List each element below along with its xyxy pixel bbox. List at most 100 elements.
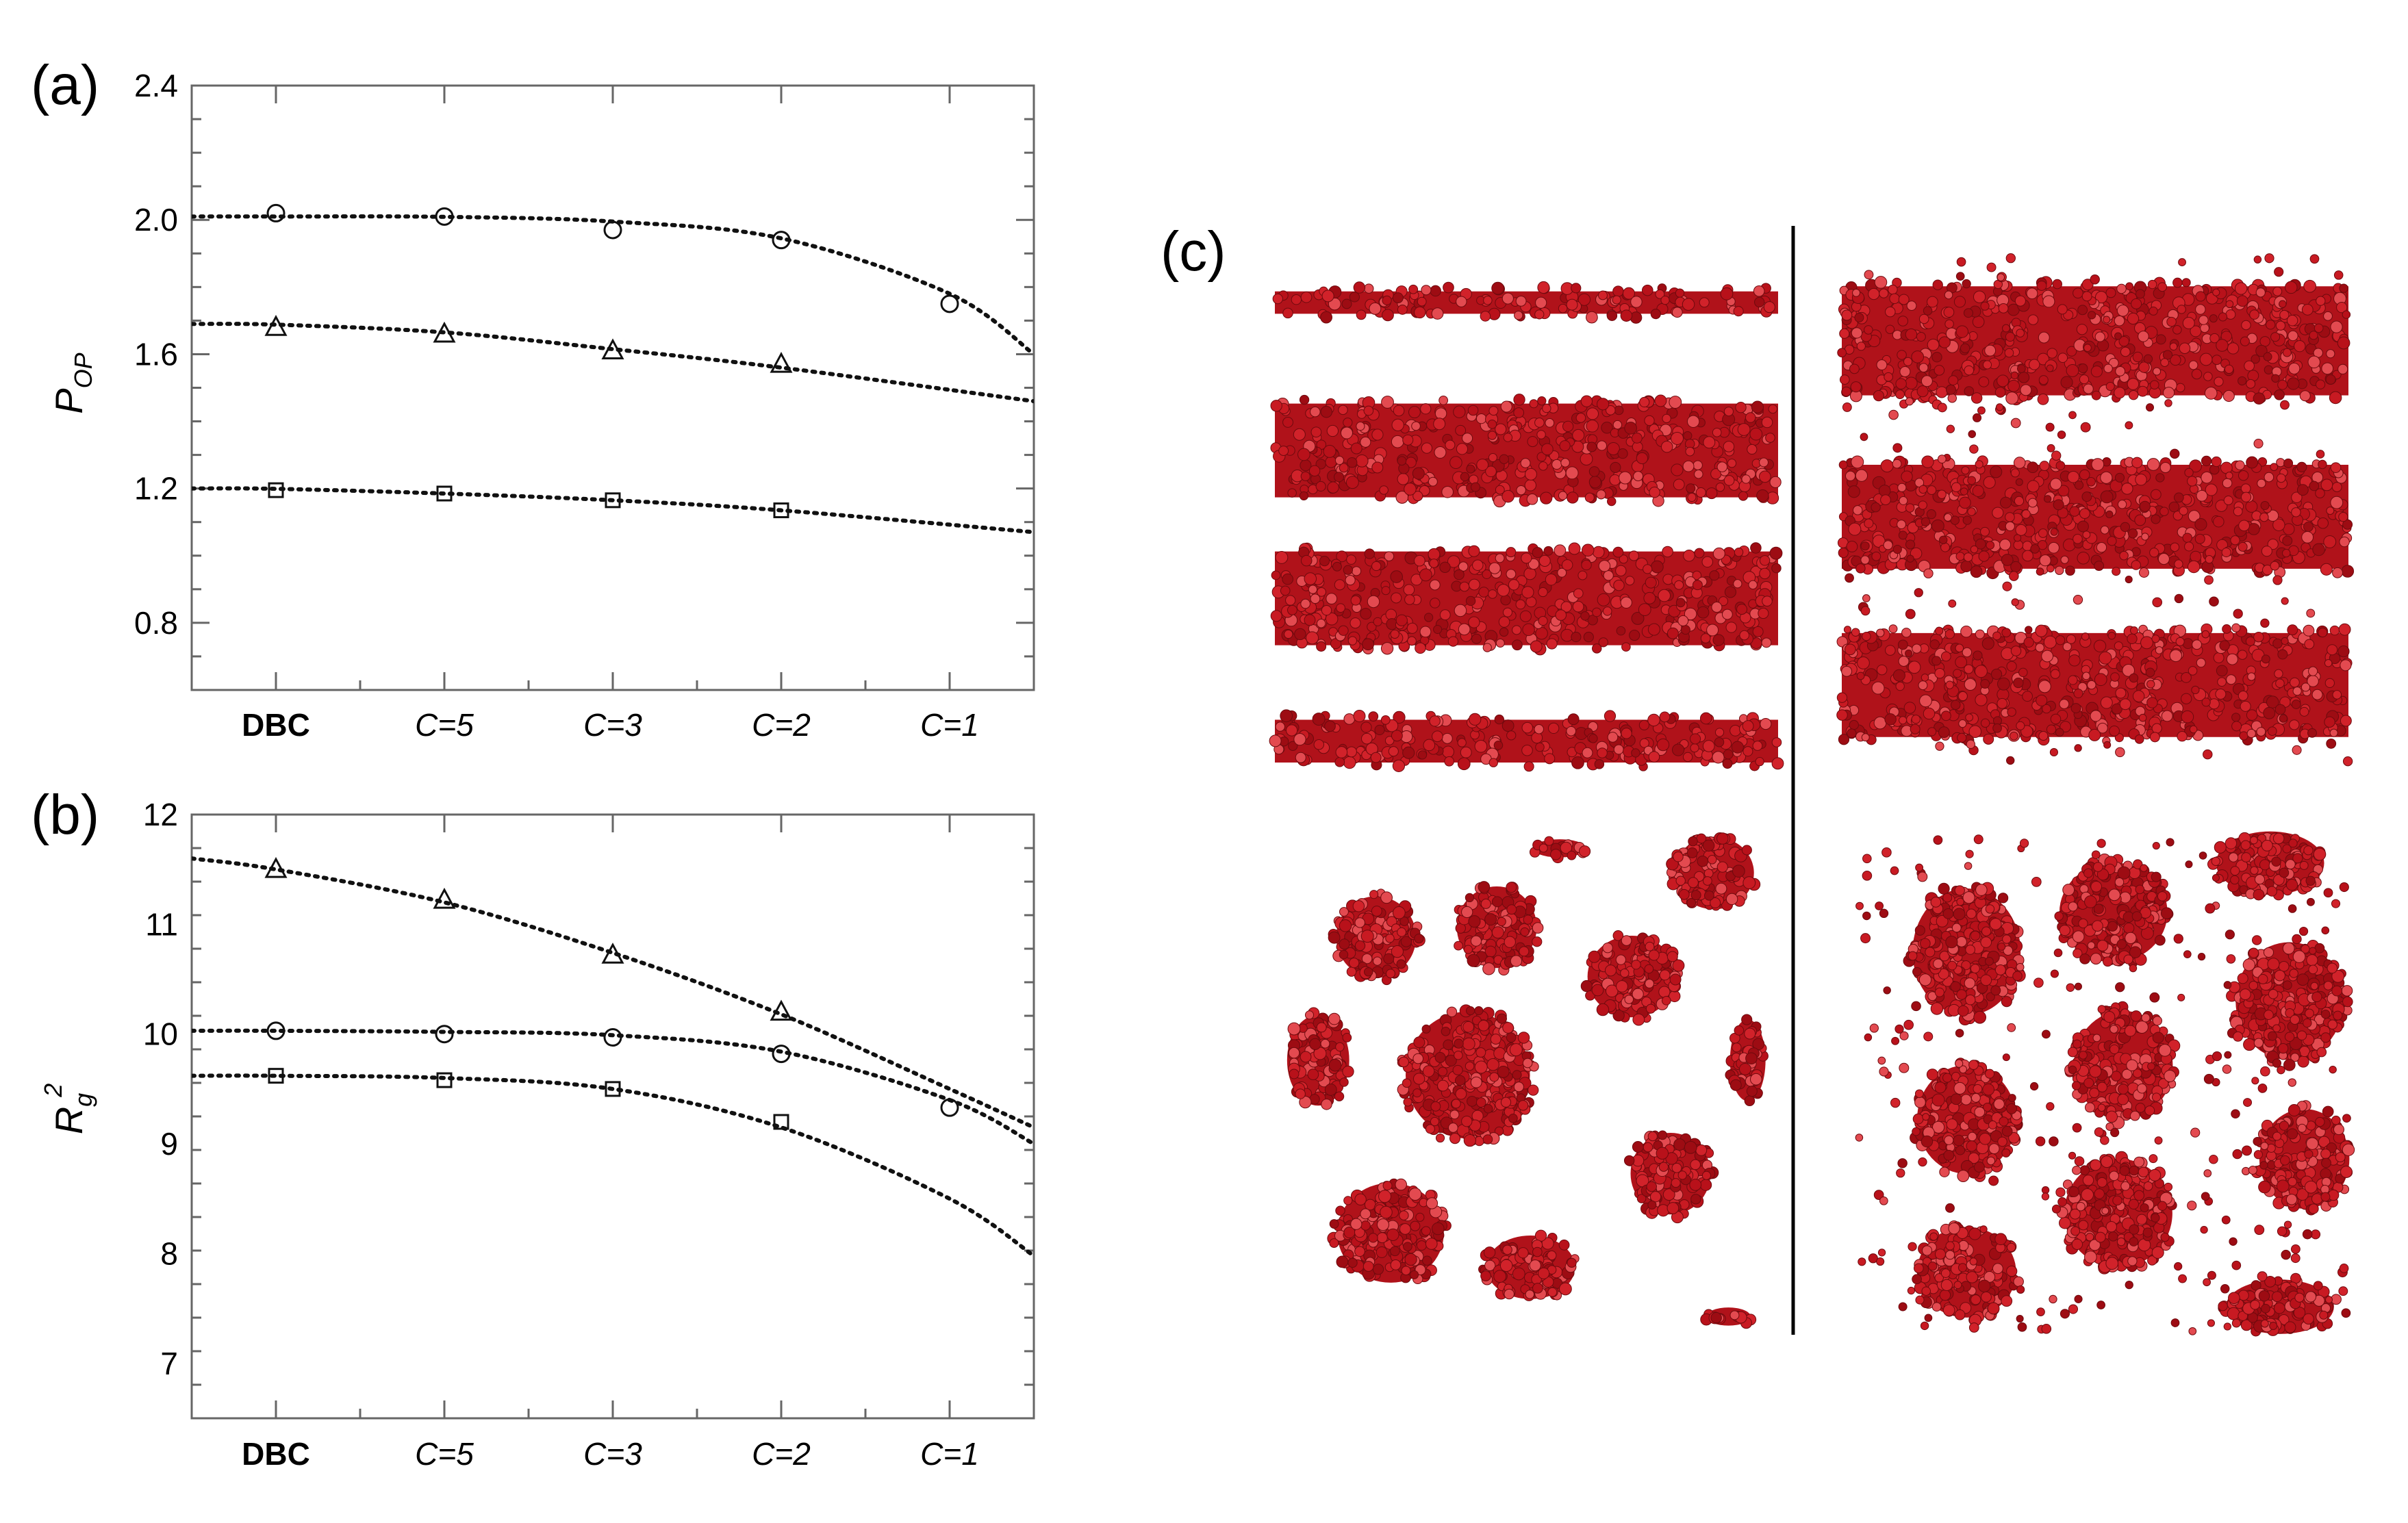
y-tick-label-b: 11 [145, 906, 178, 942]
free-particles [1855, 834, 2351, 1335]
lamella-domain [1270, 542, 1783, 656]
fit-curve-b-circle [192, 1028, 1034, 1147]
data-point-a-triangle [433, 321, 456, 343]
cylinder-domain [1328, 888, 1425, 986]
x-tick-label-b: DBC [242, 1436, 310, 1472]
data-point-b-triangle [770, 999, 793, 1021]
chart-b: 7 8 9 10 11 12 DBC C=5 C=3 C=2 C=1 Rg2 [39, 797, 1035, 1472]
data-point-a-circle [603, 220, 622, 240]
lamellar-snapshot-right [1836, 253, 2355, 767]
data-point-a-triangle [264, 315, 288, 336]
cylinder-domain [1287, 1007, 1354, 1110]
panel-label-c: (c) [1161, 220, 1226, 283]
data-point-a-circle [435, 207, 454, 226]
data-point-a-square [268, 482, 284, 498]
cylinder-domain [2251, 1100, 2355, 1216]
y-axis-label-sup-b: 2 [39, 1084, 67, 1098]
y-tick-label-b: 12 [143, 797, 178, 832]
data-point-a-circle [266, 203, 286, 222]
data-point-a-square [773, 502, 789, 519]
x-tick-label-b: C=2 [752, 1436, 811, 1472]
y-tick-label-a: 1.6 [134, 336, 178, 372]
x-tick-label-b: C=5 [415, 1436, 474, 1472]
data-point-a-circle [772, 231, 791, 250]
y-tick-label-a: 1.2 [134, 471, 178, 507]
lamella-domain [1836, 623, 2353, 747]
fit-curve-b-triangle [192, 856, 1034, 1130]
y-tick-label-b: 9 [160, 1126, 178, 1162]
cylinder-domain [1623, 1130, 1719, 1224]
cylinder-domain [1580, 930, 1685, 1026]
cylinder-domain [1903, 882, 2026, 1026]
snapshot-panel [1269, 253, 2355, 1337]
cylinder-domain [1725, 1014, 1769, 1106]
lamella-domain [1270, 394, 1782, 508]
cylinder-domain [1327, 1178, 1452, 1285]
panel-label-b: (b) [31, 784, 99, 846]
data-point-a-triangle [601, 338, 624, 360]
data-point-b-square [436, 1072, 453, 1088]
data-point-a-square [436, 485, 453, 502]
fit-curve-a-triangle [192, 322, 1034, 404]
data-point-b-circle [940, 1098, 959, 1117]
data-point-b-circle [266, 1021, 286, 1040]
x-tick-label-a: C=5 [415, 707, 474, 743]
cylinder-domain [1397, 1004, 1539, 1147]
plot-frame-b [190, 813, 1035, 1420]
data-point-b-triangle [264, 857, 288, 878]
y-axis-label-sub-a: OP [69, 353, 97, 388]
cylinder-domain [2064, 1001, 2181, 1129]
cylinder-domain [1454, 881, 1544, 976]
x-tick-label-b: C=1 [920, 1436, 979, 1472]
cylinder-snapshot-right [1855, 831, 2355, 1337]
y-tick-label-b: 10 [143, 1016, 178, 1052]
cylinder-domain [2226, 934, 2353, 1071]
lamella-domain [1837, 276, 2350, 406]
data-point-b-circle [772, 1045, 791, 1064]
cylinder-snapshot-left [1287, 832, 1769, 1329]
x-tick-label-a: DBC [242, 707, 310, 743]
cylinder-domain [1666, 832, 1761, 911]
data-point-a-triangle [770, 351, 793, 373]
lamella-domain [1269, 709, 1784, 772]
y-axis-label-sub-b: g [69, 1093, 97, 1107]
y-axis-label-main-b: R [47, 1107, 90, 1134]
data-point-b-square [268, 1068, 284, 1084]
data-point-b-triangle [601, 943, 624, 964]
data-point-b-circle [603, 1028, 622, 1047]
x-tick-label-b: C=3 [583, 1436, 642, 1472]
y-tick-label-a: 2.4 [134, 68, 178, 103]
y-tick-label-a: 0.8 [134, 605, 178, 641]
lamella-domain [1272, 281, 1778, 324]
y-axis-label-b: Rg2 [39, 1084, 97, 1135]
cylinder-domain [1700, 1307, 1757, 1329]
lamella-domain [1837, 455, 2355, 580]
free-particles [1838, 253, 2353, 767]
cylinder-domain [1529, 836, 1591, 864]
cylinder-domain [1478, 1229, 1580, 1301]
y-axis-label-main-a: P [47, 388, 90, 413]
panel-label-a: (a) [31, 54, 99, 116]
x-tick-label-a: C=2 [752, 707, 811, 743]
cylinder-domain [1910, 1058, 2023, 1182]
plot-frame-a [190, 84, 1035, 691]
data-point-b-circle [435, 1025, 454, 1044]
cylinder-domain [2207, 831, 2327, 901]
x-tick-label-a: C=3 [583, 707, 642, 743]
data-point-a-circle [940, 294, 959, 313]
y-tick-label-b: 8 [160, 1236, 178, 1271]
data-point-b-square [773, 1114, 789, 1130]
data-point-a-square [605, 492, 621, 509]
data-point-b-triangle [433, 887, 456, 909]
fit-curve-b-square [192, 1073, 1034, 1258]
chart-a: 0.8 1.2 1.6 2.0 2.4 DBC C=5 C=3 C=2 C=1 POP [47, 68, 1035, 743]
fit-curve-a-circle [192, 214, 1034, 357]
x-tick-label-a: C=1 [920, 707, 979, 743]
y-tick-label-b: 7 [160, 1346, 178, 1381]
y-tick-label-a: 2.0 [134, 202, 178, 238]
y-axis-label-a: POP [47, 353, 97, 413]
data-point-b-square [605, 1081, 621, 1097]
lamellar-snapshot-left [1269, 281, 1784, 772]
fit-curve-a-square [192, 486, 1034, 535]
